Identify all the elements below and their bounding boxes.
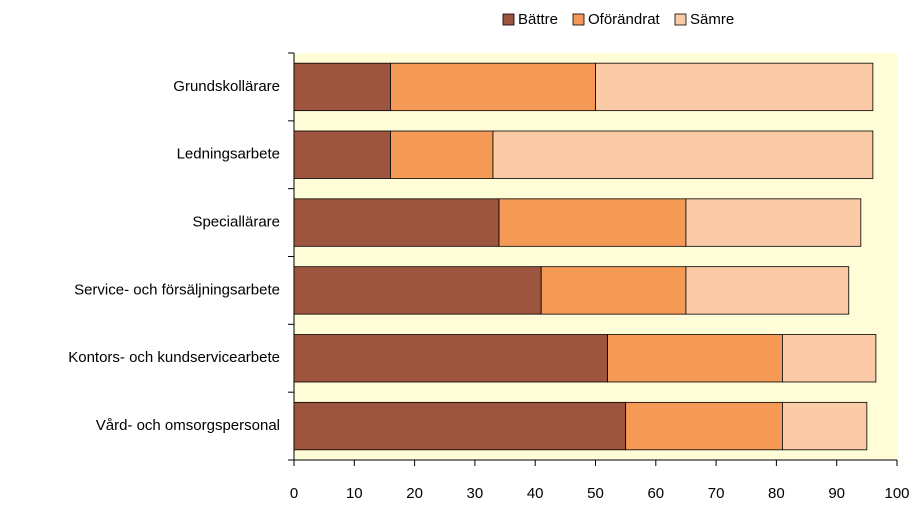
y-tick-label: Grundskollärare [173,78,280,95]
x-tick-label: 30 [467,485,484,502]
bar-segment [293,130,391,179]
x-tick-label: 90 [828,485,845,502]
bar-segment [595,62,874,112]
x-tick-label: 60 [647,485,664,502]
legend-label: Oförändrat [588,11,661,28]
x-tick-label: 20 [406,485,423,502]
x-tick-label: 50 [587,485,604,502]
legend-swatch [572,13,585,26]
plot-area [294,53,897,460]
bar-segment [625,401,783,451]
legend-label: Bättre [518,11,558,28]
y-tick-label: Kontors- och kundservicearbete [68,349,280,366]
y-tick-label: Speciallärare [192,214,280,231]
legend-swatch [674,13,687,26]
bar-segment [293,266,542,315]
legend-swatch [502,13,515,26]
bar-segment [498,198,687,247]
y-tick-label: Service- och försäljningsarbete [74,281,280,298]
bar-segment [782,334,877,383]
bar-segment [607,334,783,383]
bar-segment [685,198,862,247]
bar-segment [293,401,627,451]
y-tick-label: Vård- och omsorgspersonal [96,417,280,434]
x-tick-label: 40 [527,485,544,502]
bar-segment [390,130,494,179]
x-tick-label: 10 [346,485,363,502]
x-tick-label: 100 [884,485,909,502]
x-tick-label: 80 [768,485,785,502]
bar-segment [782,401,868,451]
bar-segment [293,198,500,247]
bar-segment [293,334,608,383]
x-tick-label: 70 [708,485,725,502]
bar-segment [492,130,874,179]
bar-segment [293,62,391,112]
y-tick-label: Ledningsarbete [177,146,280,163]
legend-label: Sämre [690,11,734,28]
bar-segment [390,62,596,112]
bar-segment [540,266,687,315]
x-tick-label: 0 [290,485,298,502]
bar-segment [685,266,850,315]
